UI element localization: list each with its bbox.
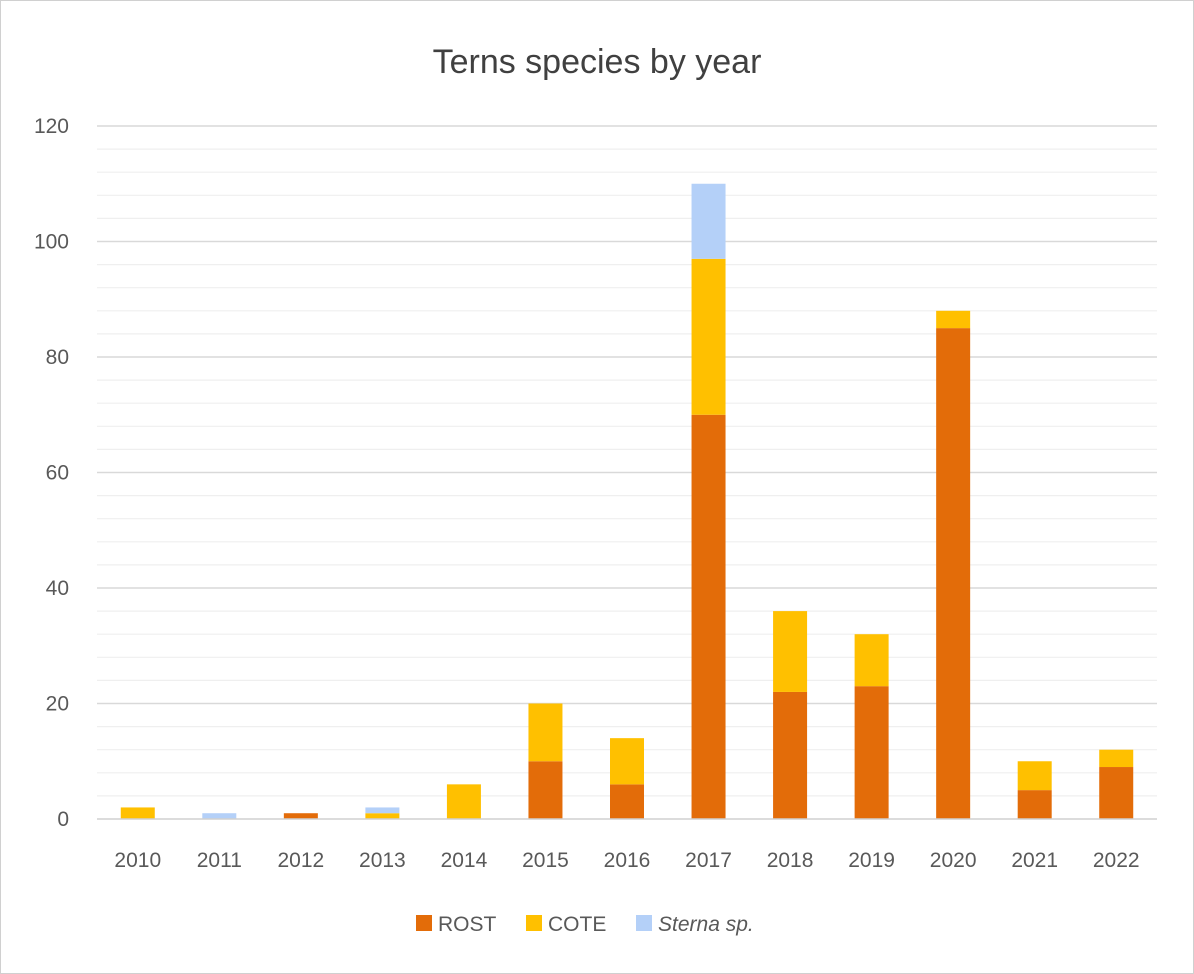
bar-cote-2022 bbox=[1099, 749, 1134, 768]
x-tick-label: 2015 bbox=[522, 849, 569, 872]
bar-rost-2021 bbox=[1017, 790, 1052, 819]
gridlines bbox=[97, 125, 1157, 797]
bar-rost-2016 bbox=[610, 784, 644, 819]
chart-title: Terns species by year bbox=[433, 43, 762, 81]
x-tick-label: 2011 bbox=[197, 849, 242, 872]
y-tick-label: 40 bbox=[46, 577, 69, 600]
bar-rost-2015 bbox=[528, 761, 563, 819]
y-tick-label: 120 bbox=[34, 115, 69, 138]
x-tick-label: 2016 bbox=[604, 849, 651, 872]
x-tick-label: 2010 bbox=[114, 849, 161, 872]
y-axis-tick-labels: 0 20 40 60 80 100 120 bbox=[34, 115, 69, 831]
y-tick-label: 100 bbox=[34, 231, 69, 254]
bar-cote-2013 bbox=[365, 813, 400, 819]
x-tick-label: 2020 bbox=[930, 849, 977, 872]
y-tick-label: 80 bbox=[46, 346, 69, 369]
bar-cote-2020 bbox=[936, 310, 971, 329]
x-tick-label: 2014 bbox=[441, 849, 488, 872]
x-tick-label: 2019 bbox=[848, 849, 895, 872]
bar-cote-2015 bbox=[528, 703, 563, 762]
legend-swatch bbox=[416, 915, 432, 931]
bar-rost-2017 bbox=[691, 414, 726, 819]
x-tick-label: 2022 bbox=[1093, 849, 1140, 872]
bar-cote-2014 bbox=[446, 784, 481, 819]
bar-cote-2021 bbox=[1017, 761, 1052, 791]
bar-cote-2019 bbox=[854, 634, 889, 687]
bar-sterna-sp-2013 bbox=[365, 807, 400, 814]
legend-label: Sterna sp. bbox=[658, 913, 754, 936]
bars bbox=[120, 183, 1134, 819]
x-tick-label: 2018 bbox=[767, 849, 814, 872]
bar-rost-2018 bbox=[773, 691, 808, 819]
y-tick-label: 0 bbox=[57, 808, 69, 831]
x-tick-label: 2021 bbox=[1011, 849, 1058, 872]
bar-cote-2010 bbox=[120, 807, 155, 819]
x-tick-label: 2012 bbox=[277, 849, 324, 872]
bar-sterna-sp-2017 bbox=[691, 183, 726, 259]
legend-swatch bbox=[636, 915, 652, 931]
y-tick-label: 60 bbox=[46, 462, 69, 485]
x-tick-label: 2013 bbox=[359, 849, 406, 872]
bar-rost-2019 bbox=[854, 686, 889, 819]
x-axis-tick-labels: 2010 2011 2012 2013 2014 2015 2016 2017 2018 2019… bbox=[114, 849, 1139, 872]
legend-label: COTE bbox=[548, 913, 606, 936]
y-tick-label: 20 bbox=[46, 693, 69, 716]
legend-swatch bbox=[526, 915, 542, 931]
x-tick-label: 2017 bbox=[685, 849, 732, 872]
bar-rost-2020 bbox=[936, 328, 971, 819]
legend: ROST COTE Sterna sp. bbox=[416, 913, 754, 936]
bar-rost-2012 bbox=[283, 813, 318, 819]
bar-sterna-sp-2011 bbox=[202, 813, 237, 819]
legend-label: ROST bbox=[438, 913, 497, 936]
bar-cote-2016 bbox=[610, 738, 644, 785]
bar-cote-2017 bbox=[691, 258, 726, 415]
bar-rost-2022 bbox=[1099, 767, 1134, 819]
bar-cote-2018 bbox=[773, 611, 808, 692]
